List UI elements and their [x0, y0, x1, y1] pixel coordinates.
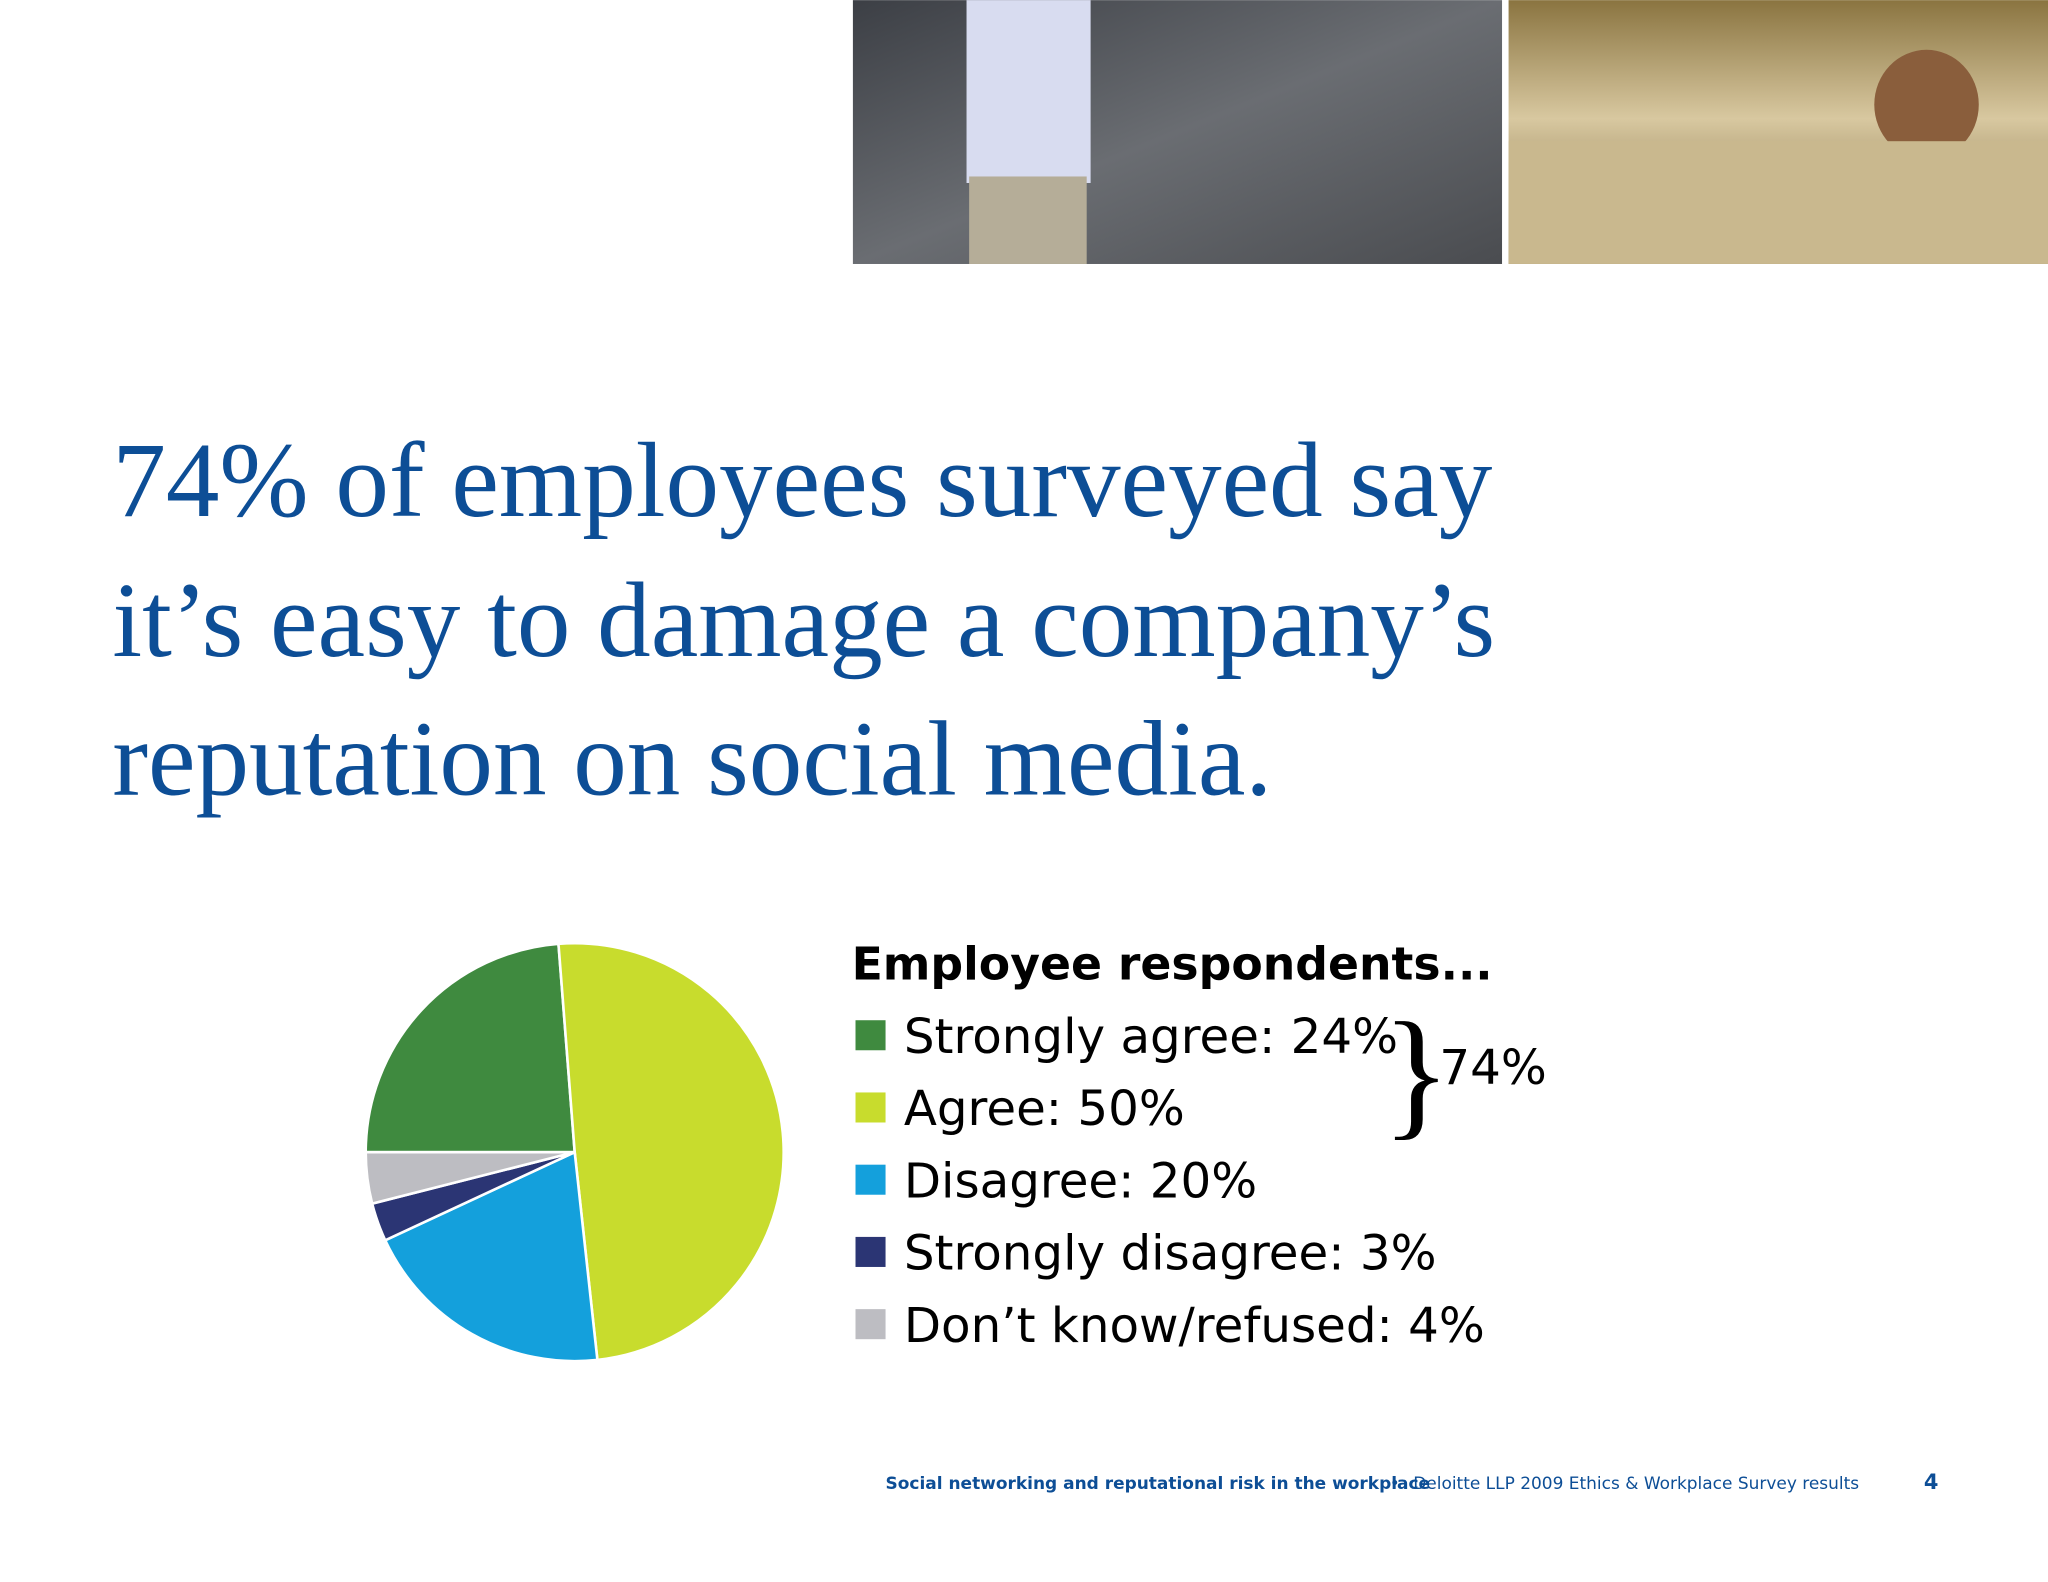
- pie-slice: [364, 1150, 576, 1206]
- page-number: 4: [1924, 1470, 1939, 1494]
- bracket: }: [1382, 994, 1451, 1153]
- photo-man-phone: [852, 0, 1503, 264]
- legend-swatch: [855, 1309, 886, 1340]
- pie-slice: [383, 1150, 599, 1363]
- pie-chart: [364, 941, 785, 1363]
- footer: Social networking and reputational risk …: [886, 1470, 1939, 1494]
- footer-source: Deloitte LLP 2009 Ethics & Workplace Sur…: [1413, 1474, 1859, 1494]
- legend-label: Agree: 50%: [904, 1081, 1185, 1137]
- legend-label: Strongly disagree: 3%: [904, 1226, 1437, 1282]
- pie-slice: [364, 942, 577, 1154]
- footer-separator: •: [1390, 1474, 1400, 1494]
- headline-line: 74% of employees surveyed say: [112, 422, 1492, 540]
- legend: Strongly agree: 24% Agree: 50% Disagree: 2…: [855, 1009, 1485, 1354]
- headline-line: it’s easy to damage a company’s: [112, 562, 1495, 680]
- legend-label: Strongly agree: 24%: [904, 1009, 1398, 1065]
- headline: 74% of employees surveyed say it’s easy …: [112, 422, 1495, 818]
- headline-line: reputation on social media.: [112, 700, 1272, 818]
- pie-slice: [557, 941, 785, 1362]
- legend-swatch: [855, 1092, 886, 1123]
- legend-swatch: [855, 1164, 886, 1195]
- legend-swatch: [855, 1020, 886, 1051]
- footer-title: Social networking and reputational risk …: [886, 1474, 1431, 1494]
- legend-title: Employee respondents...: [852, 938, 1493, 991]
- legend-swatch: [855, 1236, 886, 1267]
- legend-label: Don’t know/refused: 4%: [904, 1298, 1485, 1354]
- photo-man-cubicle: [1508, 0, 2048, 264]
- legend-label: Disagree: 20%: [904, 1153, 1257, 1209]
- annotation: 74%: [1439, 1040, 1546, 1096]
